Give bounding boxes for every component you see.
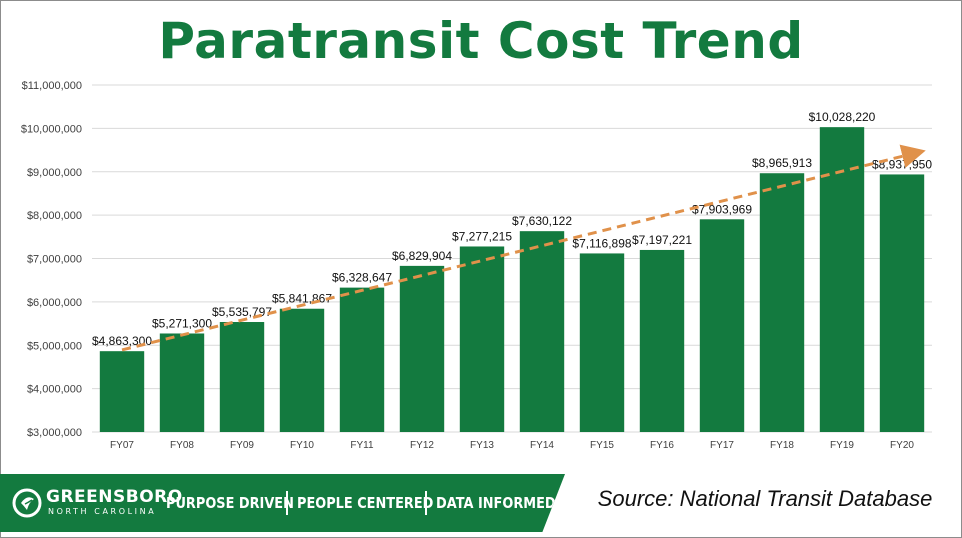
y-tick-label: $10,000,000: [21, 123, 82, 135]
trendline: [121, 144, 926, 352]
bar-fy19: [819, 127, 865, 433]
y-tick-label: $7,000,000: [27, 254, 82, 266]
x-tick-label: FY16: [650, 440, 674, 451]
data-label: $5,271,300: [152, 316, 212, 330]
y-tick-label: $8,000,000: [27, 210, 82, 222]
data-label: $8,965,913: [752, 156, 812, 170]
bar-fy07: [99, 351, 145, 432]
x-tick-label: FY20: [890, 440, 914, 451]
data-label: $7,277,215: [452, 229, 512, 243]
data-label: $5,535,797: [212, 305, 272, 319]
bar-fy18: [759, 173, 805, 433]
brand-state: NORTH CAROLINA: [48, 507, 157, 516]
tagline-people: PEOPLE CENTERED: [297, 494, 434, 512]
data-label: $7,197,221: [632, 233, 692, 247]
y-tick-label: $4,000,000: [27, 384, 82, 396]
x-tick-label: FY09: [230, 440, 254, 451]
y-tick-label: $11,000,000: [22, 80, 82, 92]
bar-fy16: [639, 249, 685, 432]
bar-fy20: [879, 174, 925, 433]
bar-fy13: [459, 246, 505, 432]
source-note: Source: National Transit Database: [597, 486, 933, 511]
x-tick-label: FY18: [770, 440, 794, 451]
y-tick-label: $9,000,000: [27, 167, 82, 179]
tagline-purpose: PURPOSE DRIVEN: [166, 494, 294, 512]
page-title: Paratransit Cost Trend: [158, 12, 804, 70]
y-tick-label: $5,000,000: [27, 340, 82, 352]
bar-fy10: [279, 308, 325, 432]
data-label: $6,829,904: [392, 249, 452, 263]
x-tick-label: FY19: [830, 440, 854, 451]
x-tick-label: FY08: [170, 440, 194, 451]
tagline-divider: [425, 491, 427, 515]
bar-chart: $3,000,000 $4,000,000 $5,000,000 $6,000,000…: [21, 80, 933, 451]
x-tick-label: FY12: [410, 440, 434, 451]
bar-fy14: [519, 231, 565, 432]
x-tick-label: FY11: [350, 440, 374, 451]
bar-fy09: [219, 322, 265, 432]
brand-city: GREENSBORO: [46, 487, 183, 507]
data-label: $5,841,867: [272, 292, 332, 306]
x-tick-label: FY14: [530, 440, 554, 451]
data-label: $7,116,898: [572, 236, 631, 250]
bar-fy08: [159, 333, 205, 432]
x-tick-label: FY10: [290, 440, 314, 451]
x-tick-label: FY13: [470, 440, 494, 451]
footer-banner: GREENSBORO NORTH CAROLINA PURPOSE DRIVEN…: [0, 474, 565, 532]
bar-fy12: [399, 265, 445, 432]
y-tick-label: $3,000,000: [27, 427, 82, 439]
y-tick-label: $6,000,000: [27, 297, 82, 309]
data-label: $10,028,220: [809, 110, 876, 124]
x-tick-label: FY17: [710, 440, 734, 451]
tagline-divider: [286, 491, 288, 515]
data-label: $7,903,969: [692, 202, 752, 216]
bar-fy11: [339, 287, 385, 432]
bar-fy17: [699, 219, 745, 432]
bar-fy15: [579, 253, 625, 432]
data-label: $6,328,647: [332, 271, 392, 285]
x-tick-label: FY15: [590, 440, 614, 451]
tagline-data: DATA INFORMED: [436, 494, 556, 512]
data-label: $7,630,122: [512, 214, 572, 228]
data-label: $8,937,950: [872, 157, 932, 171]
x-tick-label: FY07: [110, 440, 134, 451]
greensboro-leaf-logo-icon: [12, 488, 42, 518]
